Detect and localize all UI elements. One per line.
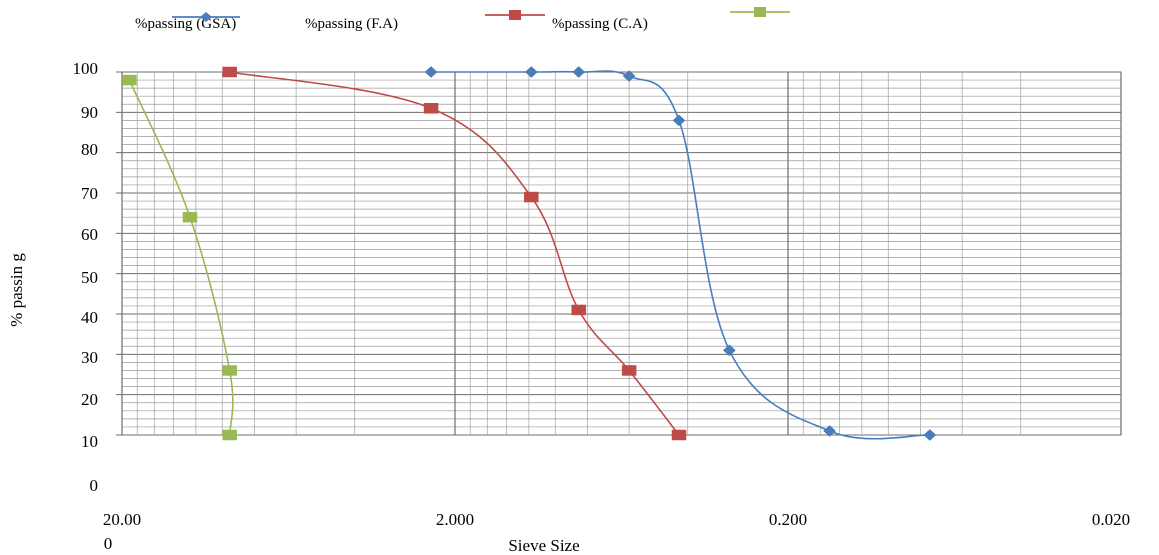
x-tick-labels: 20.00 0 2.000 0.200 0.020 — [103, 510, 1130, 553]
y-tick-label: 60 — [81, 225, 98, 244]
x-tick-label: 0.020 — [1092, 510, 1130, 529]
data-point-passing-gsa — [524, 66, 538, 78]
x-tick-label: 0.200 — [769, 510, 807, 529]
y-tick-label: 40 — [81, 308, 98, 327]
legend-key-marker — [509, 10, 521, 20]
legend-label: %passing (GSA) — [135, 16, 236, 32]
series-line-passing-c-a — [128, 79, 234, 436]
y-tick-label: 0 — [90, 476, 99, 495]
data-point-passing-f-a — [423, 103, 439, 114]
data-point-passing-gsa — [622, 70, 636, 82]
data-point-passing-f-a — [222, 66, 237, 78]
plot-grid — [116, 71, 1122, 436]
data-point-passing-gsa — [923, 429, 937, 441]
data-point-passing-gsa — [672, 114, 686, 127]
data-point-passing-c-a — [122, 74, 137, 86]
x-axis-title: Sieve Size — [508, 536, 579, 555]
plot-border — [121, 71, 1122, 436]
data-point-passing-f-a — [571, 304, 586, 316]
y-tick-label: 10 — [81, 432, 98, 451]
series-group — [122, 66, 937, 441]
legend-label: %passing (F.A) — [305, 16, 398, 32]
data-point-passing-f-a — [671, 429, 687, 441]
x-tick-label: 20.00 0 — [103, 510, 141, 553]
y-tick-label: 20 — [81, 390, 98, 409]
y-tick-label: 30 — [81, 348, 98, 367]
data-point-passing-gsa — [823, 425, 836, 437]
series-line-passing-gsa — [431, 70, 930, 440]
y-tick-label: 50 — [81, 268, 98, 287]
data-point-passing-c-a — [222, 429, 237, 441]
legend: %passing (GSA) %passing (F.A) %passing (C.… — [135, 7, 790, 32]
y-tick-label: 80 — [81, 140, 98, 159]
data-point-passing-f-a — [524, 191, 539, 203]
legend-key-marker — [754, 7, 766, 17]
y-tick-label: 100 — [73, 59, 99, 78]
legend-key-marker — [200, 12, 212, 22]
data-point-passing-f-a — [621, 365, 637, 376]
y-axis-title: % passin g — [7, 253, 26, 327]
x-tick-label: 2.000 — [436, 510, 474, 529]
y-tick-label: 90 — [81, 103, 98, 122]
data-point-passing-gsa — [572, 66, 586, 78]
legend-label: %passing (C.A) — [552, 16, 648, 32]
series-line-passing-f-a — [229, 71, 680, 436]
data-point-passing-gsa — [722, 344, 736, 357]
y-tick-label: 70 — [81, 184, 98, 203]
data-point-passing-c-a — [182, 211, 198, 223]
data-point-passing-gsa — [424, 66, 438, 78]
data-point-passing-c-a — [222, 365, 237, 376]
